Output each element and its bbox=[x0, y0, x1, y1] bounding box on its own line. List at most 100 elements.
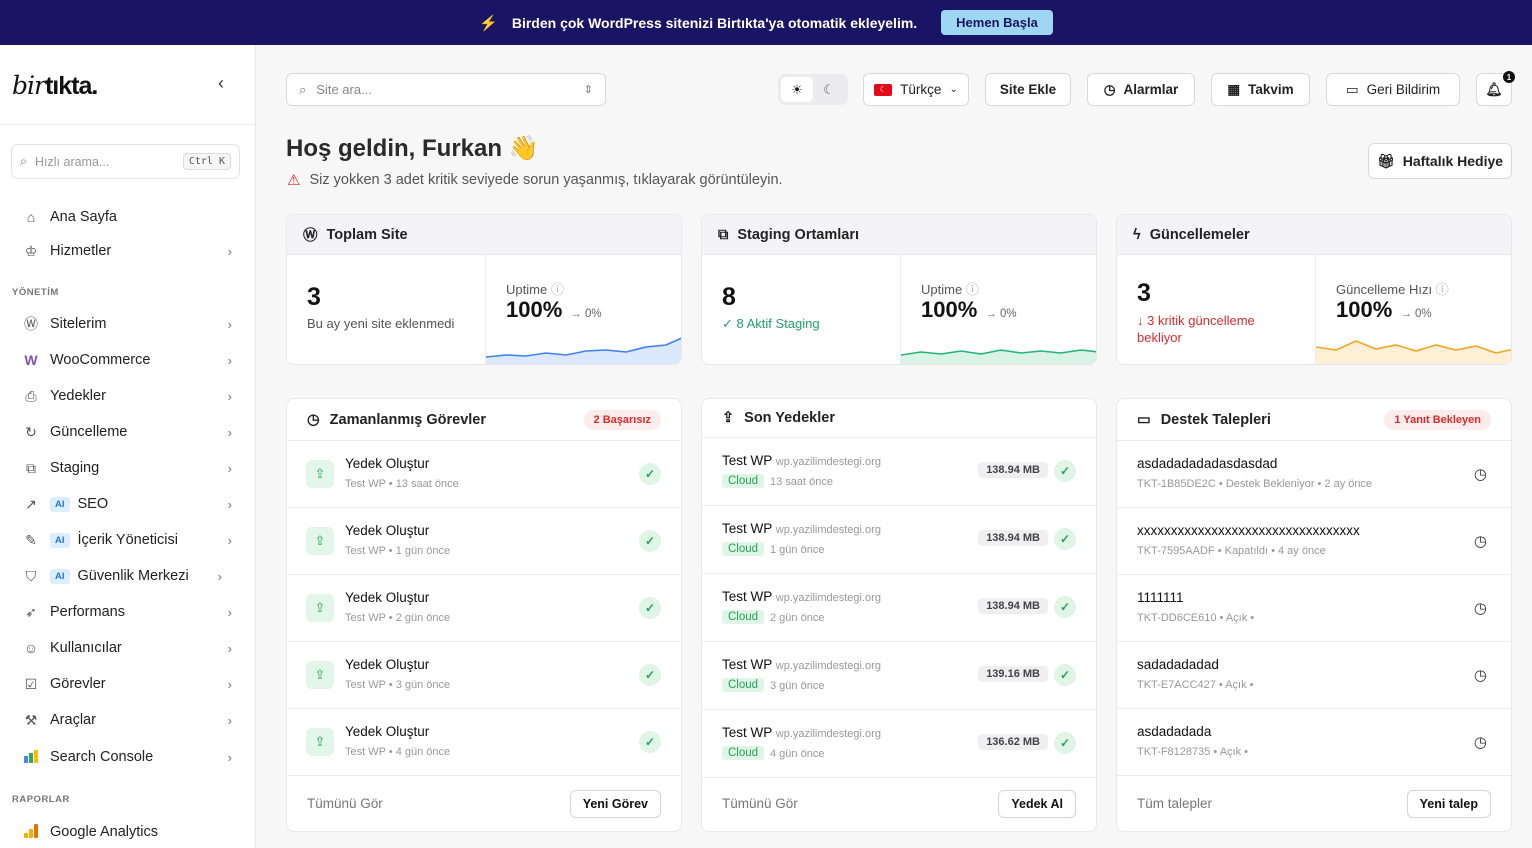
list-item[interactable]: Test WP wp.yazilimdestegi.org Cloud 13 saa… bbox=[702, 438, 1096, 506]
backup-time: 4 gün önce bbox=[770, 748, 825, 760]
analytics-icon bbox=[22, 823, 40, 842]
sidebar-item-label: Hizmetler bbox=[50, 243, 112, 259]
chevron-right-icon: › bbox=[217, 568, 222, 584]
sidebar-item-users[interactable]: ☺ Kullanıcılar › bbox=[22, 634, 232, 662]
list-item[interactable]: xxxxxxxxxxxxxxxxxxxxxxxxxxxxxxxxx TKT-759… bbox=[1117, 508, 1511, 575]
list-item[interactable]: ⇪ Yedek Oluştur Test WP • 3 gün önce ✓ bbox=[287, 642, 681, 709]
sidebar-item-performance[interactable]: ➶ Performans › bbox=[22, 598, 232, 626]
check-icon: ✓ bbox=[1054, 664, 1076, 686]
metric-delta: → 0% bbox=[570, 308, 602, 320]
sidebar-item-home[interactable]: ⌂ Ana Sayfa bbox=[22, 203, 232, 231]
wordpress-icon: Ⓦ bbox=[24, 316, 38, 332]
sidebar-item-content-manager[interactable]: ✎ AI İçerik Yöneticisi › bbox=[22, 526, 232, 554]
list-item[interactable]: 1111111 TKT-DD6CE610 • Açık • ◷ bbox=[1117, 575, 1511, 642]
clock-icon: ◷ bbox=[1473, 466, 1487, 483]
sidebar-item-label: Staging bbox=[50, 460, 100, 476]
quick-search-input[interactable]: ⌕ Hızlı arama... Ctrl K bbox=[11, 144, 240, 179]
cloud-badge: Cloud bbox=[722, 610, 765, 624]
see-all-link[interactable]: Tümünü Gör bbox=[722, 796, 798, 811]
clock-icon: ◷ bbox=[1473, 533, 1487, 550]
sidebar-item-label: Google Analytics bbox=[50, 824, 159, 840]
message-icon: ▭ bbox=[1137, 411, 1151, 428]
sidebar-item-label: Ana Sayfa bbox=[50, 209, 117, 225]
list-item[interactable]: Test WP wp.yazilimdestegi.org Cloud 1 gün … bbox=[702, 506, 1096, 574]
crown-icon: ♔ bbox=[24, 242, 38, 259]
refresh-icon: ↻ bbox=[25, 423, 37, 440]
gift-icon: 🎁︎ bbox=[1376, 152, 1395, 169]
sidebar-item-tasks[interactable]: ☑ Görevler › bbox=[22, 670, 232, 698]
check-icon: ✓ bbox=[639, 731, 661, 753]
task-title: Yedek Oluştur bbox=[345, 657, 430, 672]
clock-icon: ◷ bbox=[1473, 667, 1487, 684]
sidebar-item-tools[interactable]: ⚒ Araçlar › bbox=[22, 706, 232, 734]
ticket-title: asdadadadadasdasdad bbox=[1137, 456, 1278, 471]
banner-cta-button[interactable]: Hemen Başla bbox=[941, 10, 1053, 35]
sidebar-item-sites[interactable]: Ⓦ Sitelerim › bbox=[22, 310, 232, 338]
alarms-button[interactable]: ◷ Alarmlar bbox=[1087, 73, 1195, 106]
backup-size: 139.16 MB bbox=[978, 666, 1048, 682]
check-icon: ✓ bbox=[639, 463, 661, 485]
promo-banner: ⚡ Birden çok WordPress sitenizi Birtıkta… bbox=[0, 0, 1532, 45]
sidebar-item-backups[interactable]: ⎙ Yedekler › bbox=[22, 382, 232, 410]
sidebar-item-services[interactable]: ♔ Hizmetler › bbox=[22, 237, 232, 265]
search-icon: ⌕ bbox=[299, 81, 307, 97]
list-item[interactable]: Test WP wp.yazilimdestegi.org Cloud 3 gün … bbox=[702, 642, 1096, 710]
calendar-button[interactable]: ▦ Takvim bbox=[1211, 73, 1310, 106]
list-item[interactable]: ⇪ Yedek Oluştur Test WP • 13 saat önce ✓ bbox=[287, 441, 681, 508]
language-select[interactable]: ☾ Türkçe ⌄ bbox=[863, 73, 969, 106]
weekly-gift-button[interactable]: 🎁︎ Haftalık Hediye bbox=[1368, 143, 1512, 179]
copy-icon: ⧉ bbox=[718, 226, 729, 243]
new-task-button[interactable]: Yeni Görev bbox=[569, 789, 661, 818]
chevron-right-icon: › bbox=[227, 676, 232, 692]
stat-card-title: Güncellemeler bbox=[1149, 226, 1250, 243]
list-item[interactable]: ⇪ Yedek Oluştur Test WP • 2 gün önce ✓ bbox=[287, 575, 681, 642]
all-tickets-link[interactable]: Tüm talepler bbox=[1137, 796, 1213, 811]
list-item[interactable]: Test WP wp.yazilimdestegi.org Cloud 4 gün … bbox=[702, 710, 1096, 778]
list-item[interactable]: asdadadadadasdasdad TKT-1B85DE2C • Destek… bbox=[1117, 441, 1511, 508]
alarms-label: Alarmlar bbox=[1123, 82, 1179, 97]
sidebar-item-security[interactable]: ⛉ AI Güvenlik Merkezi › bbox=[22, 562, 222, 590]
take-backup-button[interactable]: Yedek Al bbox=[998, 789, 1076, 818]
sidebar: birtıkta. ‹ ⌕ Hızlı arama... Ctrl K ⌂ Ana… bbox=[0, 45, 256, 848]
sidebar-item-google-analytics[interactable]: Google Analytics bbox=[22, 818, 232, 846]
add-site-button[interactable]: Site Ekle bbox=[985, 73, 1071, 106]
stat-subtext: ✓ 8 Aktif Staging bbox=[722, 316, 820, 331]
sidebar-item-updates[interactable]: ↻ Güncelleme › bbox=[22, 418, 232, 446]
stat-value: 3 bbox=[1137, 279, 1151, 307]
trend-icon: ↗ bbox=[25, 495, 37, 512]
logo[interactable]: birtıkta. bbox=[12, 71, 98, 101]
cloud-upload-icon: ⇪ bbox=[306, 527, 334, 555]
list-item[interactable]: ⇪ Yedek Oluştur Test WP • 4 gün önce ✓ bbox=[287, 709, 681, 776]
moon-icon[interactable]: ☾ bbox=[823, 81, 835, 97]
backup-site: Test WP bbox=[722, 453, 773, 468]
card-title: Son Yedekler bbox=[744, 410, 835, 426]
sidebar-item-woocommerce[interactable]: W WooCommerce › bbox=[22, 346, 232, 374]
sidebar-item-search-console[interactable]: Search Console › bbox=[22, 743, 232, 771]
stat-subtext: Bu ay yeni site eklenmedi bbox=[307, 316, 455, 331]
list-item[interactable]: ⇪ Yedek Oluştur Test WP • 1 gün önce ✓ bbox=[287, 508, 681, 575]
list-item[interactable]: asdadadada TKT-F8128735 • Açık • ◷ bbox=[1117, 709, 1511, 776]
list-item[interactable]: Test WP wp.yazilimdestegi.org Cloud 2 gün … bbox=[702, 574, 1096, 642]
notifications-button[interactable]: 🔔︎ 1 bbox=[1476, 71, 1515, 106]
collapse-sidebar-icon[interactable]: ‹ bbox=[218, 73, 224, 93]
sidebar-item-staging[interactable]: ⧉ Staging › bbox=[22, 454, 232, 482]
wordpress-icon: Ⓦ bbox=[303, 228, 318, 244]
feedback-button[interactable]: ▭ Geri Bildirim bbox=[1326, 73, 1460, 106]
ticket-subtitle: TKT-DD6CE610 • Açık • bbox=[1137, 612, 1255, 624]
list-item[interactable]: sadadadadad TKT-E7ACC427 • Açık • ◷ bbox=[1117, 642, 1511, 709]
check-icon: ✓ bbox=[639, 530, 661, 552]
sidebar-item-seo[interactable]: ↗ AI SEO › bbox=[22, 490, 232, 518]
sidebar-item-label: Yedekler bbox=[50, 388, 106, 404]
site-search-input[interactable]: ⌕ Site ara... ⇕ bbox=[286, 73, 606, 106]
theme-toggle[interactable]: ☀ ☾ bbox=[778, 74, 848, 105]
cloud-upload-icon: ⇪ bbox=[306, 594, 334, 622]
clock-icon: ◷ bbox=[307, 411, 320, 428]
ticket-title: sadadadadad bbox=[1137, 657, 1219, 672]
sun-icon[interactable]: ☀ bbox=[781, 77, 813, 102]
copy-icon: ⧉ bbox=[26, 459, 36, 476]
new-ticket-button[interactable]: Yeni talep bbox=[1406, 789, 1491, 818]
chevron-right-icon: › bbox=[227, 640, 232, 656]
backup-domain: wp.yazilimdestegi.org bbox=[775, 592, 881, 604]
see-all-link[interactable]: Tümünü Gör bbox=[307, 796, 383, 811]
critical-warning-link[interactable]: ⚠ Siz yokken 3 adet kritik seviyede soru… bbox=[287, 171, 783, 189]
